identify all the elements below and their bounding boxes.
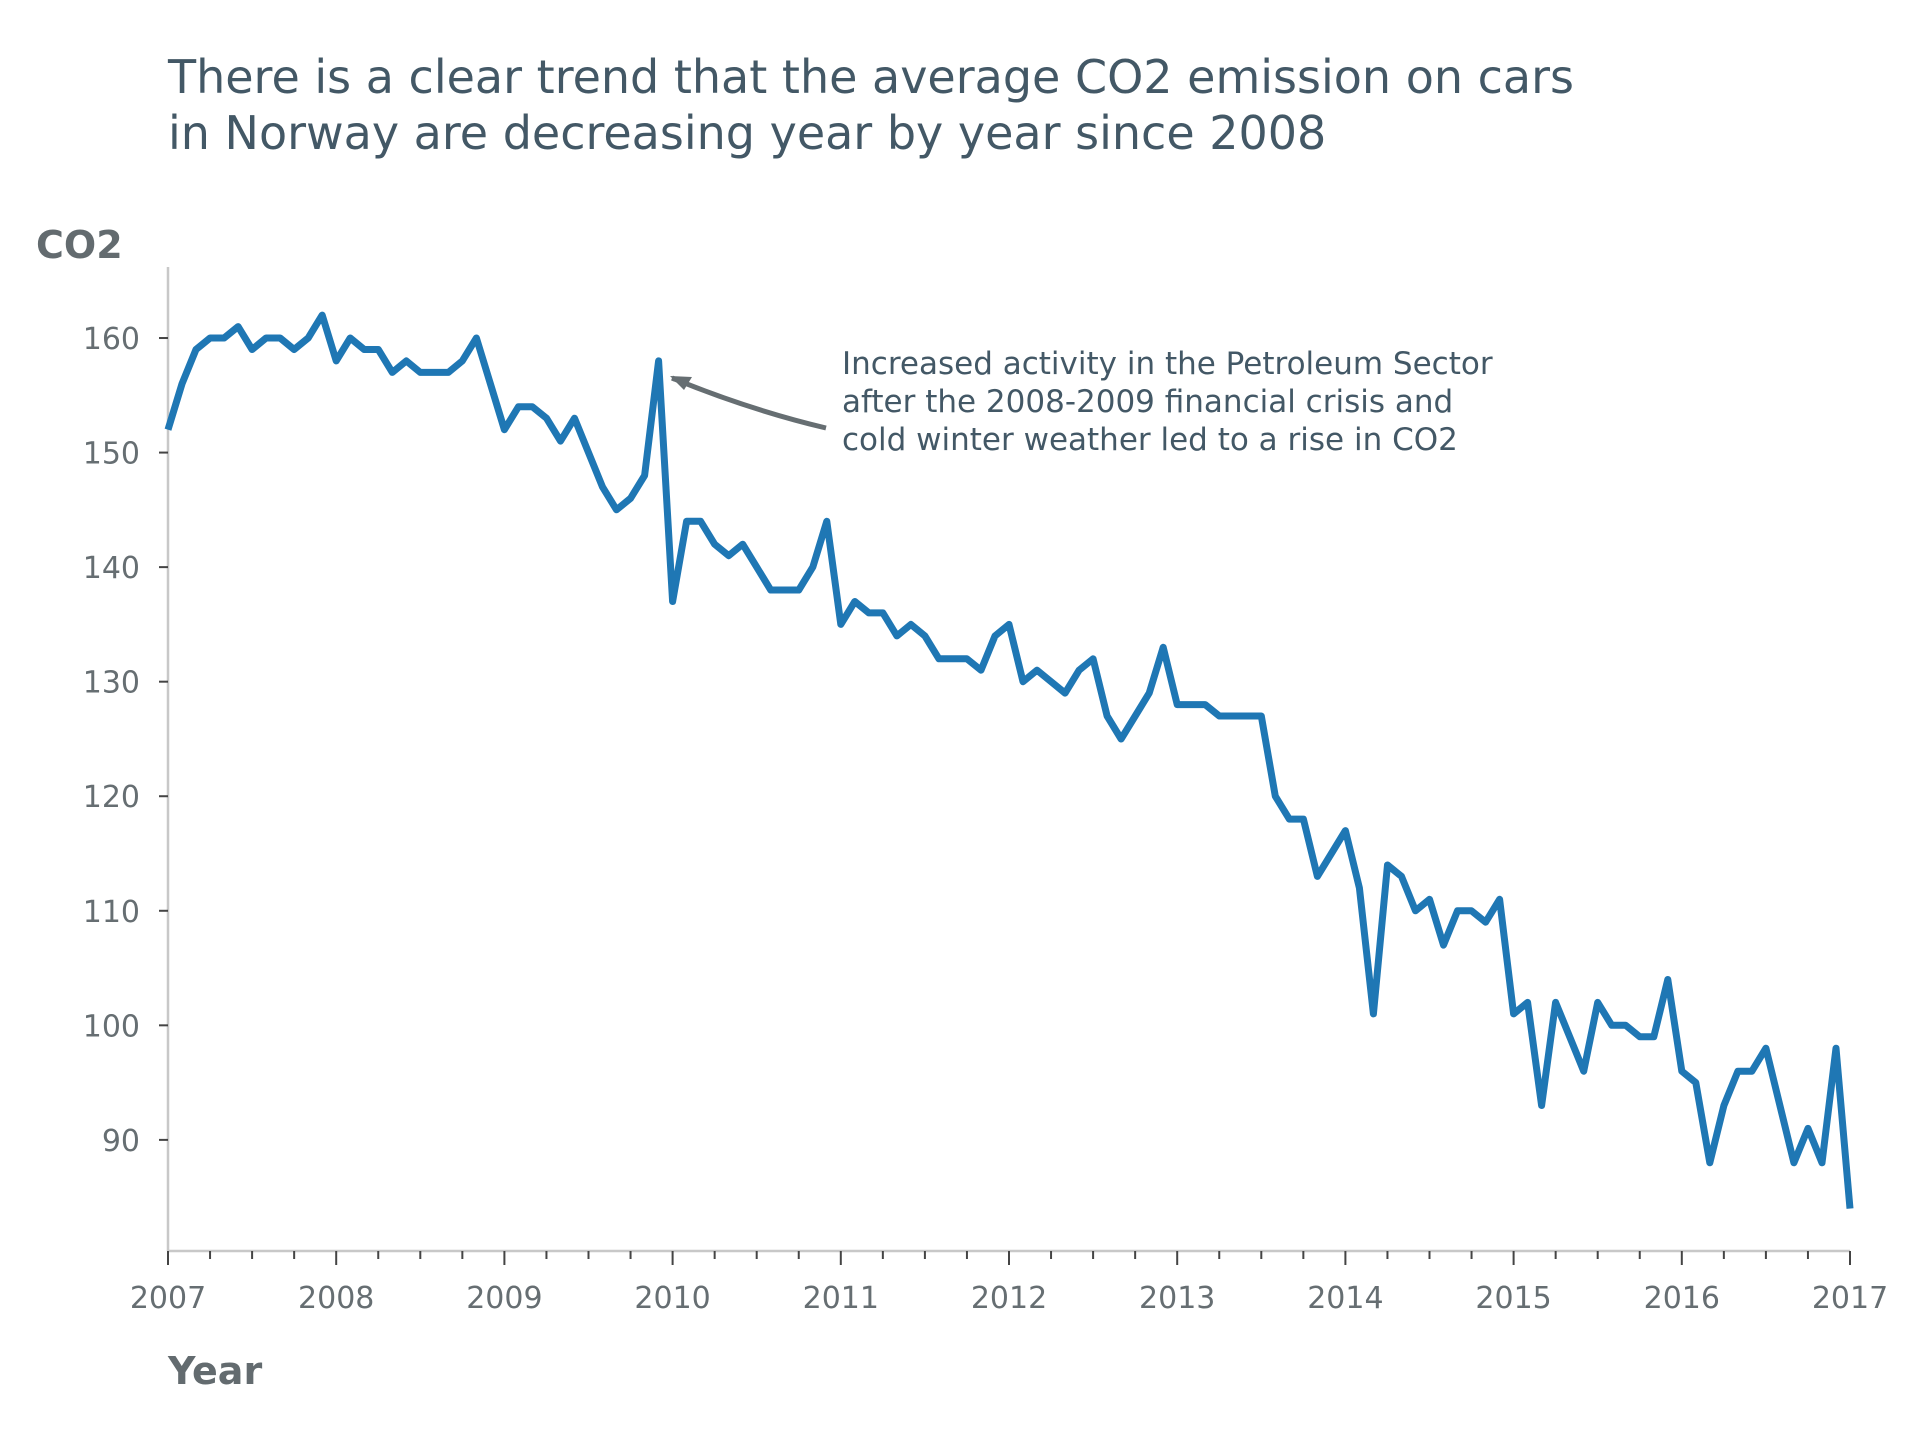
x-tick-label: 2014 — [1307, 1281, 1383, 1316]
annotation-text-line-2: after the 2008-2009 financial crisis and — [842, 384, 1453, 420]
x-axis-label: Year — [167, 1349, 262, 1393]
y-axis-ticks: 90 100 110 120 130 140 150 160 — [83, 322, 168, 1159]
chart-title-line-1: There is a clear trend that the average … — [167, 50, 1574, 104]
annotation-text-line-3: cold winter weather led to a rise in CO2 — [842, 422, 1458, 458]
y-tick-label: 90 — [102, 1124, 140, 1159]
chart-title-line-2: in Norway are decreasing year by year si… — [168, 106, 1326, 160]
annotation: Increased activity in the Petroleum Sect… — [670, 346, 1493, 458]
co2-series-line — [164, 311, 1854, 1209]
x-tick-label: 2008 — [298, 1281, 374, 1316]
y-tick-label: 140 — [83, 551, 140, 586]
y-tick-label: 120 — [83, 780, 140, 815]
x-axis-ticks: 2007 2008 2009 2010 2011 2012 2013 2014 2015 2016… — [130, 1251, 1888, 1316]
x-tick-label: 2007 — [130, 1281, 206, 1316]
x-tick-label: 2012 — [971, 1281, 1047, 1316]
y-tick-label: 130 — [83, 666, 140, 701]
x-tick-label: 2015 — [1475, 1281, 1551, 1316]
annotation-text-line-1: Increased activity in the Petroleum Sect… — [842, 346, 1493, 382]
x-tick-label: 2010 — [634, 1281, 710, 1316]
x-tick-label: 2016 — [1644, 1281, 1720, 1316]
x-tick-label: 2017 — [1812, 1281, 1888, 1316]
y-axis-label: CO2 — [36, 223, 123, 267]
annotation-arrow — [671, 375, 827, 431]
annotation-arrowhead — [670, 376, 692, 390]
x-tick-label: 2011 — [803, 1281, 879, 1316]
y-tick-label: 160 — [83, 322, 140, 357]
x-tick-label: 2009 — [466, 1281, 542, 1316]
y-tick-label: 110 — [83, 895, 140, 930]
y-tick-label: 100 — [83, 1009, 140, 1044]
y-tick-label: 150 — [83, 437, 140, 472]
x-tick-label: 2013 — [1139, 1281, 1215, 1316]
